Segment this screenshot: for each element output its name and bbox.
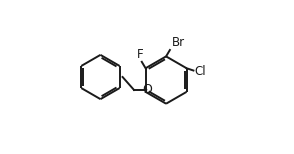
Text: Cl: Cl [194, 65, 206, 78]
Text: O: O [142, 83, 152, 96]
Text: Br: Br [171, 36, 185, 49]
Text: F: F [137, 48, 143, 61]
